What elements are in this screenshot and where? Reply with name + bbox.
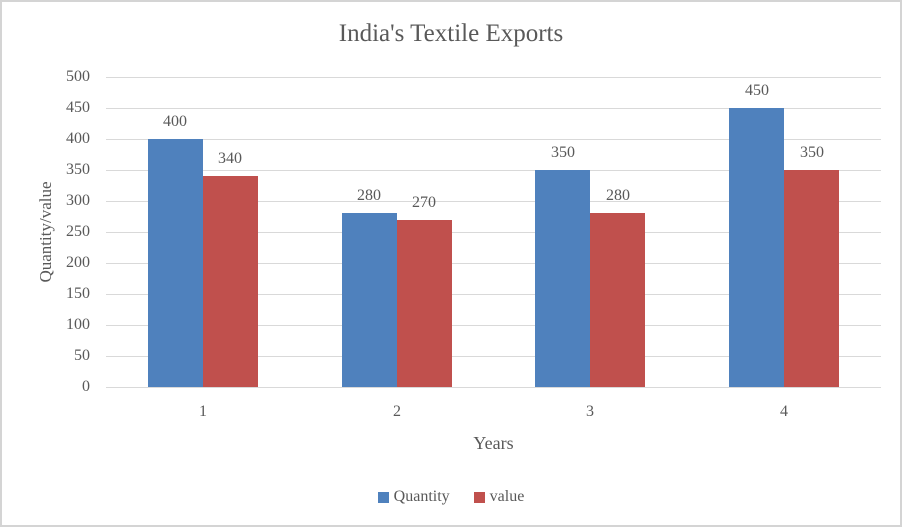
y-tick-label-50: 50 bbox=[74, 347, 90, 364]
y-tick-label-250: 250 bbox=[66, 223, 90, 240]
x-tick-label-2: 2 bbox=[393, 403, 401, 420]
legend-label: Quantity bbox=[393, 488, 450, 505]
gridline-400 bbox=[106, 139, 881, 140]
gridline-300 bbox=[106, 201, 881, 202]
bar-value-year-3 bbox=[590, 213, 645, 387]
y-tick-label-500: 500 bbox=[66, 68, 90, 85]
y-tick-label-450: 450 bbox=[66, 99, 90, 116]
x-tick-label-4: 4 bbox=[780, 403, 788, 420]
gridline-150 bbox=[106, 294, 881, 295]
y-tick-label-100: 100 bbox=[66, 316, 90, 333]
bar-quantity-year-4 bbox=[729, 108, 784, 387]
legend-label: value bbox=[489, 488, 525, 505]
gridline-450 bbox=[106, 108, 881, 109]
bar-quantity-year-3 bbox=[535, 170, 590, 387]
chart-title: India's Textile Exports bbox=[338, 20, 564, 47]
data-label-quantity-year-3: 350 bbox=[551, 144, 575, 161]
gridline-500 bbox=[106, 77, 881, 78]
y-tick-label-200: 200 bbox=[66, 254, 90, 271]
legend-swatch-icon bbox=[473, 491, 485, 503]
legend-item-quantity: Quantity bbox=[377, 488, 450, 506]
y-tick-label-150: 150 bbox=[66, 285, 90, 302]
bar-quantity-year-2 bbox=[342, 213, 397, 387]
y-axis-title: Quantity/value bbox=[36, 181, 55, 283]
y-tick-label-0: 0 bbox=[82, 378, 90, 395]
legend-swatch-icon bbox=[377, 491, 389, 503]
data-label-quantity-year-2: 280 bbox=[357, 187, 381, 204]
legend: Quantity value bbox=[2, 488, 900, 506]
data-label-quantity-year-1: 400 bbox=[163, 113, 187, 130]
x-tick-label-1: 1 bbox=[199, 403, 207, 420]
data-label-value-year-2: 270 bbox=[412, 194, 436, 211]
data-label-value-year-3: 280 bbox=[606, 187, 630, 204]
x-axis-title: Years bbox=[473, 433, 514, 453]
gridline-50 bbox=[106, 356, 881, 357]
data-label-value-year-4: 350 bbox=[800, 144, 824, 161]
gridline-100 bbox=[106, 325, 881, 326]
y-tick-label-400: 400 bbox=[66, 130, 90, 147]
x-tick-label-3: 3 bbox=[586, 403, 594, 420]
bar-value-year-4 bbox=[784, 170, 839, 387]
bar-value-year-2 bbox=[397, 220, 452, 387]
gridline-0 bbox=[106, 387, 881, 388]
data-label-quantity-year-4: 450 bbox=[745, 82, 769, 99]
legend-item-value: value bbox=[473, 488, 525, 506]
data-label-value-year-1: 340 bbox=[218, 150, 242, 167]
bar-quantity-year-1 bbox=[148, 139, 203, 387]
bar-value-year-1 bbox=[203, 176, 258, 387]
y-tick-label-350: 350 bbox=[66, 161, 90, 178]
gridline-250 bbox=[106, 232, 881, 233]
y-tick-label-300: 300 bbox=[66, 192, 90, 209]
gridline-350 bbox=[106, 170, 881, 171]
gridline-200 bbox=[106, 263, 881, 264]
